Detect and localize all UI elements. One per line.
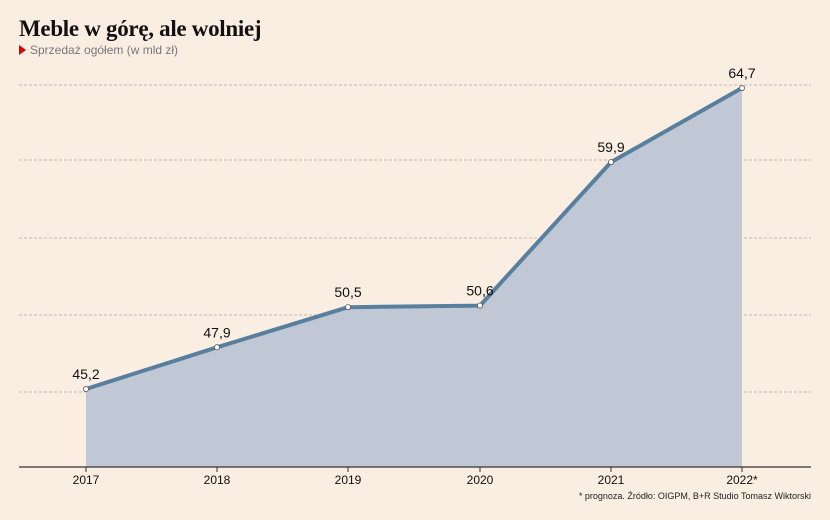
data-point xyxy=(344,304,351,311)
data-point xyxy=(739,85,746,92)
value-label: 47,9 xyxy=(203,324,230,340)
value-label: 45,2 xyxy=(72,366,99,382)
x-tick-label: 2018 xyxy=(204,473,231,487)
chart-title: Meble w górę, ale wolniej xyxy=(19,16,262,41)
x-tick-label: 2019 xyxy=(335,473,362,487)
value-label: 59,9 xyxy=(597,139,624,155)
data-point xyxy=(213,344,220,351)
data-point xyxy=(476,302,483,309)
data-point xyxy=(608,159,615,166)
chart-subtitle: Sprzedaż ogółem (w mld zł) xyxy=(19,43,178,57)
value-label: 50,5 xyxy=(334,284,361,300)
footnote: * prognoza. Źródło: OIGPM, B+R Studio To… xyxy=(578,491,811,501)
value-label: 64,7 xyxy=(728,65,755,81)
red-triangle-icon xyxy=(19,45,26,55)
value-label: 50,6 xyxy=(466,283,493,299)
subtitle-text: Sprzedaż ogółem (w mld zł) xyxy=(30,43,179,57)
data-point xyxy=(83,385,90,392)
x-tick-label: 2020 xyxy=(467,473,494,487)
x-tick-label: 2017 xyxy=(73,473,100,487)
series-line xyxy=(85,86,743,391)
area-fill xyxy=(86,88,742,467)
x-tick-label: 2021 xyxy=(598,473,625,487)
x-tick-label: 2022* xyxy=(726,473,758,487)
